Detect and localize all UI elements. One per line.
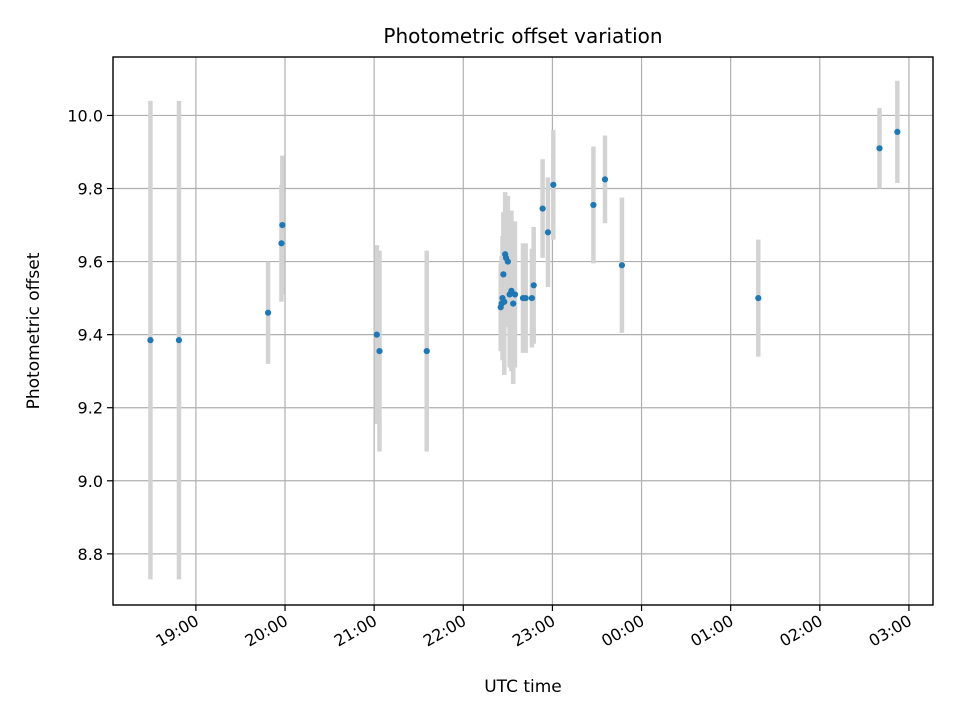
data-point (278, 240, 285, 247)
data-point (550, 181, 557, 188)
chart-title: Photometric offset variation (383, 24, 662, 48)
y-tick-label: 9.8 (78, 180, 103, 199)
y-axis-label: Photometric offset (24, 252, 44, 409)
data-point (755, 295, 762, 302)
x-axis-label: UTC time (484, 677, 562, 697)
y-tick-label: 9.0 (78, 472, 103, 491)
y-tick-label: 9.4 (78, 326, 103, 345)
data-point (500, 271, 507, 278)
data-point (264, 309, 272, 316)
data-point (279, 221, 286, 229)
data-point (510, 300, 517, 307)
data-point (147, 337, 154, 344)
y-tick-label: 9.6 (78, 253, 103, 272)
plot-frame (112, 56, 934, 606)
data-point (618, 262, 626, 269)
data-point (522, 295, 529, 302)
data-point (501, 298, 508, 305)
data-point (539, 205, 546, 212)
y-tick-label: 9.2 (78, 399, 103, 418)
data-point (876, 145, 883, 152)
data-point (373, 331, 380, 338)
data-point (423, 347, 430, 355)
data-point (511, 291, 519, 298)
y-tick-label: 10.0 (67, 106, 103, 125)
y-axis-ticks: 8.8 9.0 9.2 9.4 9.6 9.8 10.0 (67, 106, 113, 564)
data-point (590, 201, 597, 209)
data-points (147, 128, 901, 355)
data-point (530, 282, 537, 289)
data-point (544, 229, 552, 236)
data-point (175, 337, 183, 344)
data-point (376, 347, 383, 355)
data-point (894, 128, 901, 135)
data-point (504, 258, 511, 265)
data-point (601, 176, 609, 183)
data-point (528, 295, 536, 302)
y-tick-label: 8.8 (78, 545, 103, 564)
